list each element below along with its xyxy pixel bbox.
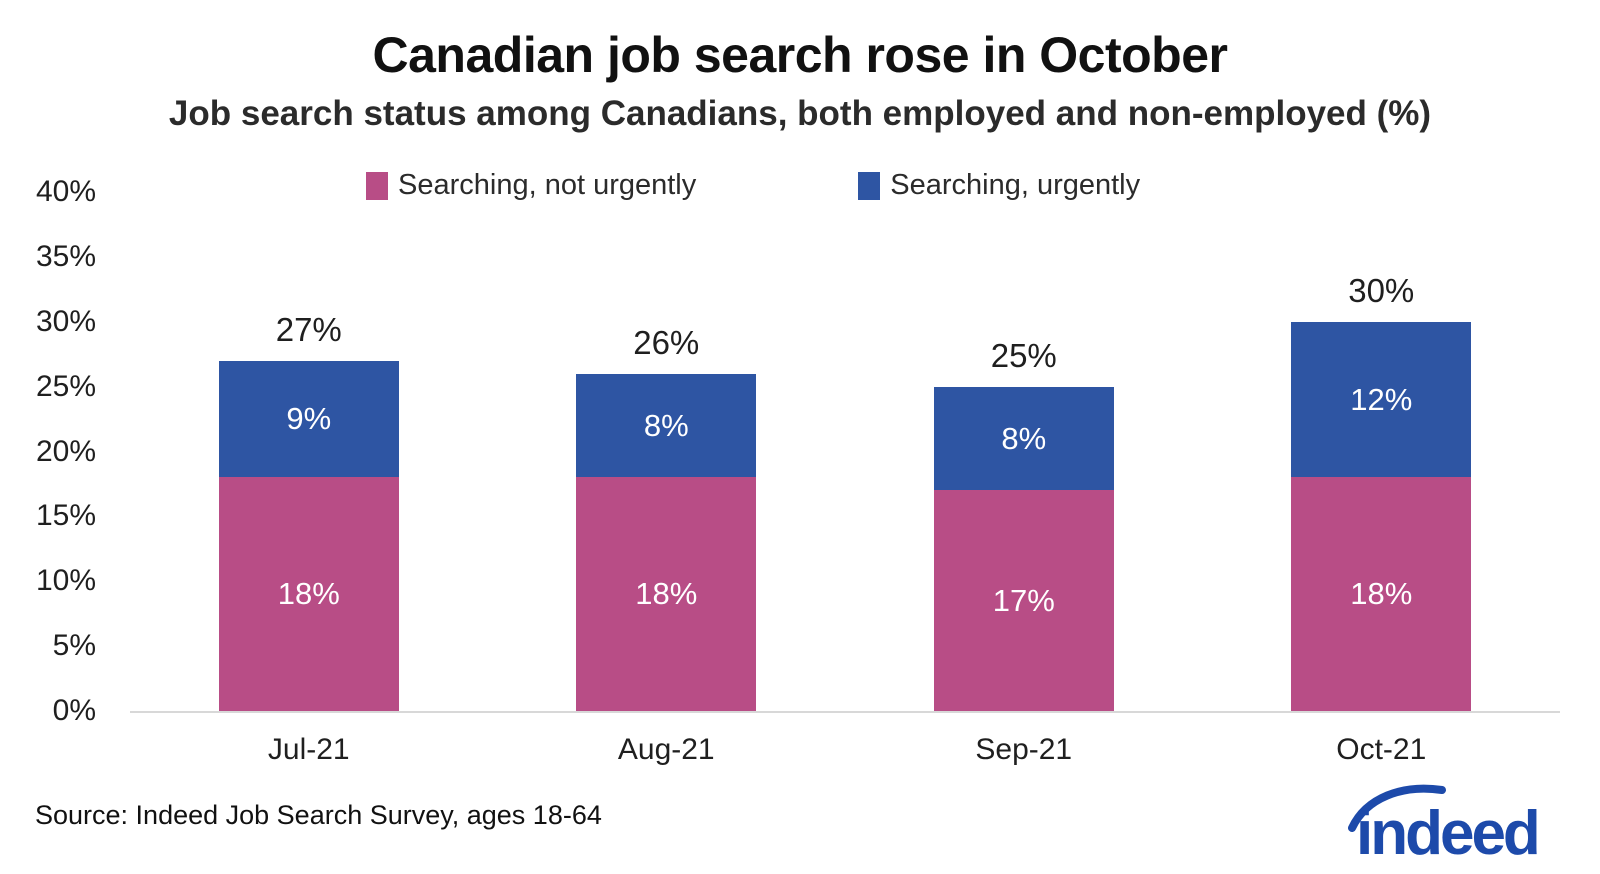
- legend: Searching, not urgently Searching, urgent…: [366, 169, 1140, 202]
- y-axis-tick: 15%: [35, 499, 96, 533]
- bar-segment: 18%: [576, 477, 757, 711]
- bar-segment: 17%: [933, 490, 1114, 711]
- stacked-bar: 8% 17%: [933, 386, 1114, 711]
- segment-value-label: 18%: [277, 576, 340, 612]
- y-axis-tick: 5%: [52, 629, 96, 663]
- y-axis-tick: 40%: [35, 175, 96, 208]
- bar-segment: 8%: [933, 386, 1114, 491]
- segment-value-label: 18%: [635, 576, 698, 612]
- legend-swatch: [858, 171, 881, 200]
- segment-value-label: 17%: [992, 582, 1055, 618]
- y-axis-tick: 35%: [35, 239, 96, 273]
- segment-value-label: 8%: [643, 407, 689, 443]
- x-axis-label: Aug-21: [617, 733, 715, 766]
- indeed-logo-arc: [1348, 784, 1446, 832]
- indeed-logo-text: indeed: [1356, 799, 1538, 860]
- bar-group-jul-21: 9% 18% 27% Jul-21: [130, 192, 488, 766]
- segment-value-label: 8%: [1001, 420, 1047, 456]
- bar-segment: 8%: [576, 373, 757, 478]
- bar-segment: 12%: [1291, 321, 1472, 478]
- bar-segment: 18%: [218, 477, 399, 711]
- segment-value-label: 12%: [1350, 381, 1413, 417]
- segment-value-label: 9%: [286, 401, 332, 437]
- indeed-logo: indeed: [1348, 784, 1541, 860]
- legend-swatch: [366, 171, 388, 200]
- stacked-bar: 9% 18%: [218, 360, 399, 711]
- y-axis-tick: 10%: [35, 564, 96, 598]
- y-axis: 40% 35% 30% 25% 20% 15% 10% 5% 0%: [0, 175, 100, 727]
- legend-item-label: Searching, urgently: [890, 169, 1141, 201]
- y-axis-tick: 0%: [52, 694, 96, 727]
- total-value-label: 26%: [633, 323, 700, 361]
- chart-title: Canadian job search rose in October: [372, 27, 1228, 83]
- total-value-label: 27%: [275, 310, 342, 348]
- y-axis-tick: 25%: [35, 369, 96, 403]
- segment-value-label: 18%: [1350, 576, 1413, 612]
- legend-item: Searching, urgently: [858, 169, 1140, 202]
- bar-group-sep-21: 8% 17% 25% Sep-21: [845, 192, 1203, 766]
- source-note: Source: Indeed Job Search Survey, ages 1…: [35, 800, 602, 830]
- bar-group-oct-21: 12% 18% 30% Oct-21: [1203, 192, 1561, 766]
- x-axis-label: Oct-21: [1336, 733, 1427, 766]
- x-axis-label: Sep-21: [975, 733, 1073, 766]
- legend-item: Searching, not urgently: [366, 169, 696, 202]
- stacked-bar: 12% 18%: [1291, 321, 1472, 711]
- x-axis-label: Jul-21: [267, 733, 350, 766]
- total-value-label: 25%: [990, 336, 1057, 374]
- bar-group-aug-21: 8% 18% 26% Aug-21: [488, 192, 846, 766]
- chart-plot-area: 9% 18% 27% Jul-21 8% 18% 26% Aug-21 8% 17% 25% Sep-…: [130, 192, 1561, 766]
- y-axis-tick: 20%: [35, 434, 96, 468]
- stacked-bar: 8% 18%: [576, 373, 757, 711]
- chart-subtitle: Job search status among Canadians, both …: [168, 94, 1432, 133]
- total-value-label: 30%: [1348, 271, 1415, 309]
- bar-segment: 18%: [1291, 477, 1472, 711]
- bar-segment: 9%: [218, 360, 399, 478]
- y-axis-tick: 30%: [35, 304, 96, 338]
- legend-item-label: Searching, not urgently: [398, 169, 697, 201]
